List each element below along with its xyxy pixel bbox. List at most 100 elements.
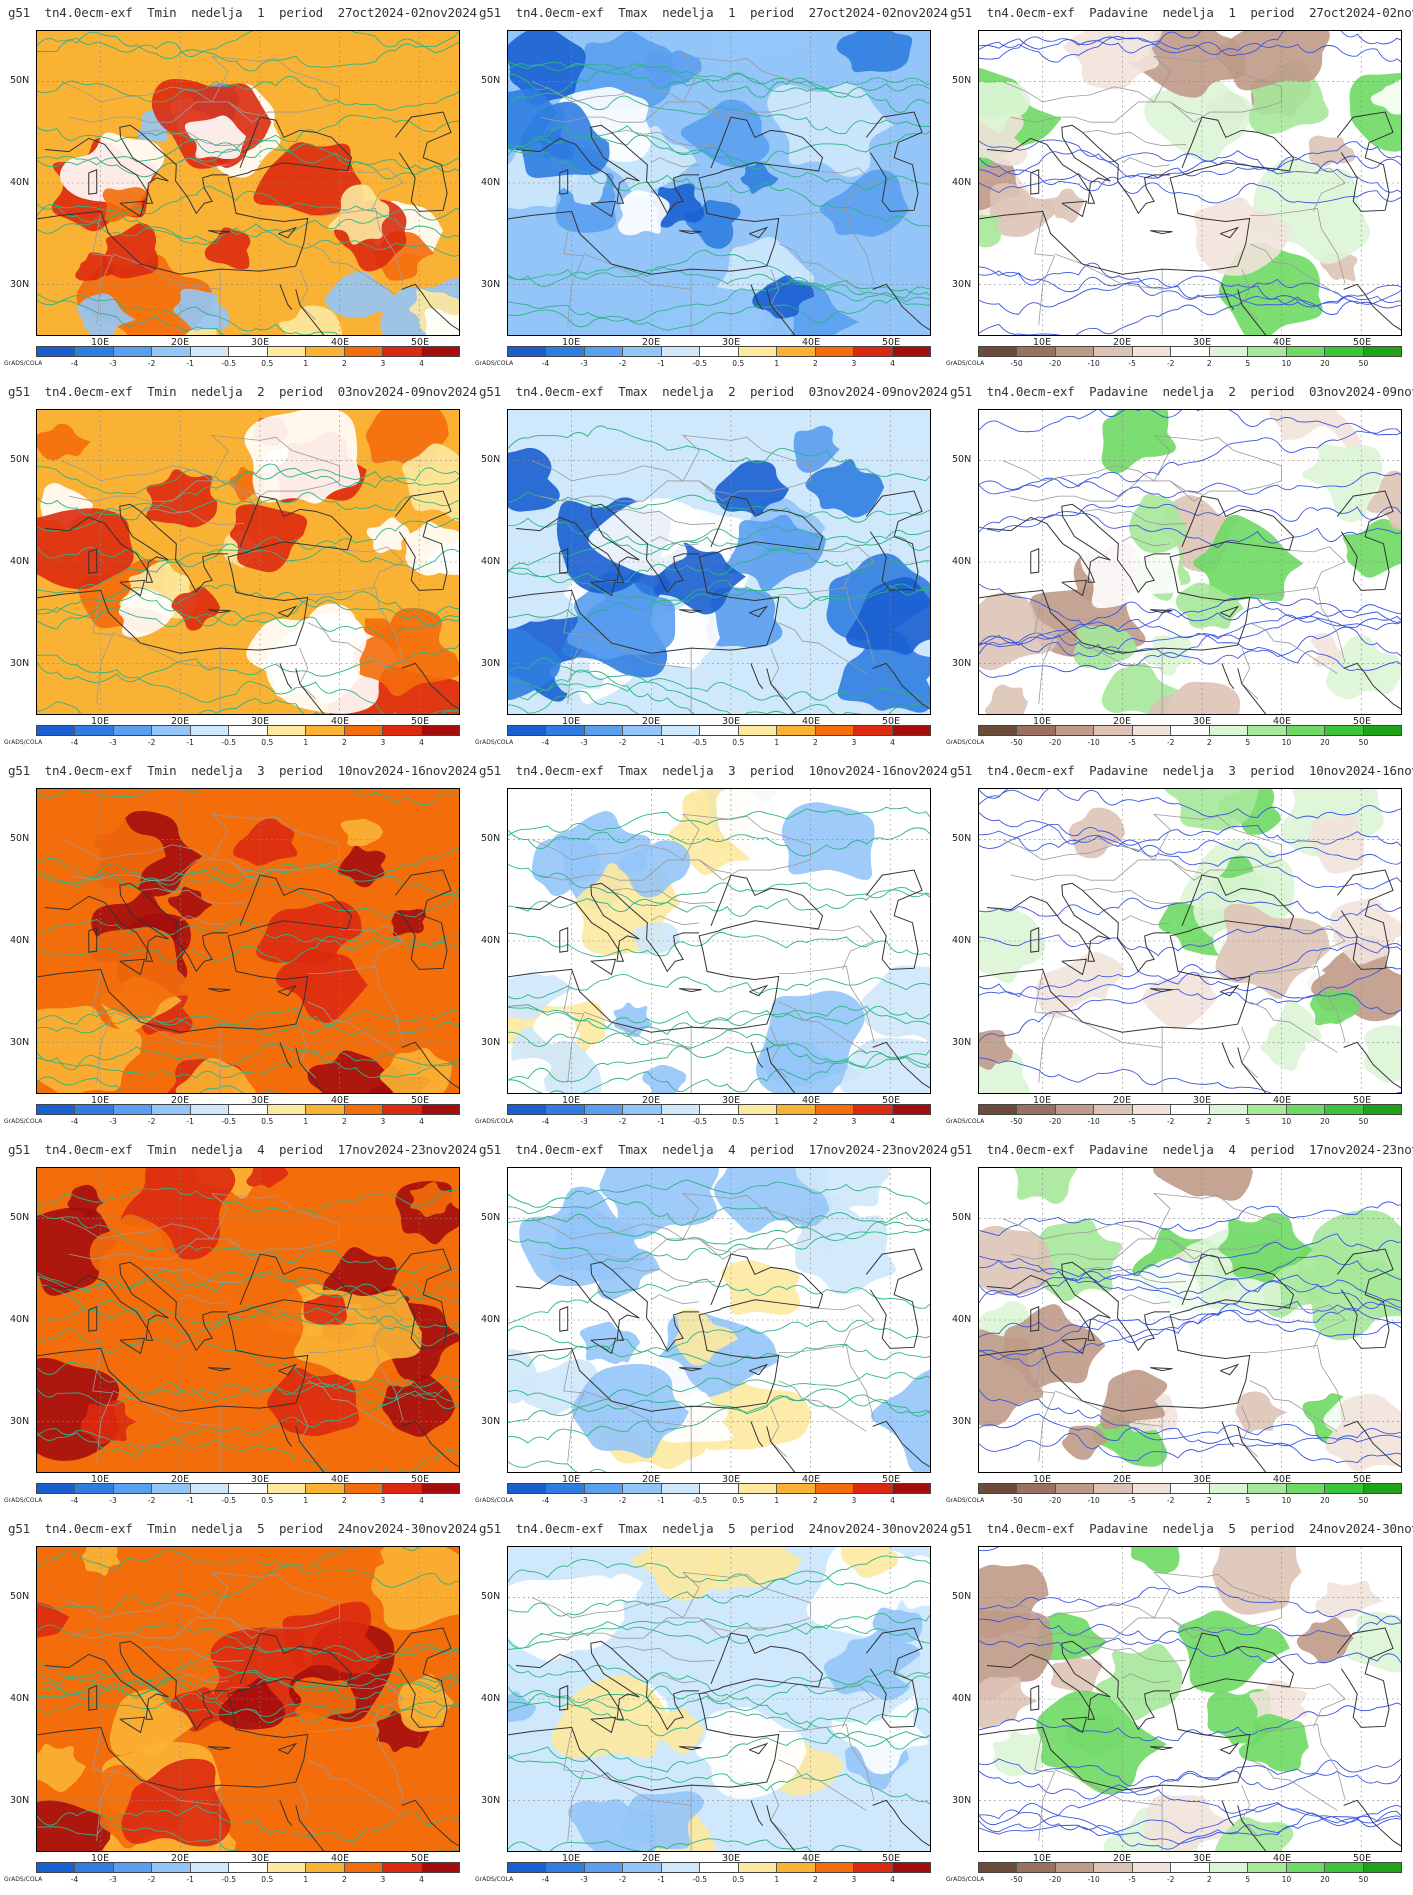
country-border bbox=[778, 1380, 867, 1432]
coastline bbox=[1220, 605, 1240, 618]
contour-line bbox=[508, 1031, 930, 1069]
longitude-label: 10E bbox=[562, 1474, 581, 1485]
colorbar-swatch bbox=[421, 726, 459, 735]
contour-line bbox=[508, 296, 930, 331]
contour-line bbox=[37, 654, 459, 714]
contour-line bbox=[979, 1758, 1401, 1790]
colorbar-tick-label: 3 bbox=[851, 1875, 857, 1884]
colorbar-tick-label: 50 bbox=[1358, 738, 1369, 747]
colorbar-swatch bbox=[421, 1863, 459, 1872]
coastline bbox=[1221, 1800, 1235, 1826]
colorbar-tick-label: 20 bbox=[1320, 359, 1330, 368]
coastline bbox=[979, 874, 1295, 1033]
contour-line bbox=[508, 1056, 930, 1093]
country-border bbox=[140, 1645, 245, 1662]
colorbar-swatch bbox=[815, 1105, 855, 1114]
colorbar-swatch bbox=[854, 1484, 893, 1493]
coastline bbox=[750, 1800, 764, 1826]
contour-line bbox=[37, 1681, 459, 1717]
contour-line bbox=[37, 1328, 459, 1399]
longitude-label: 30E bbox=[722, 1095, 741, 1106]
latitude-label: 30N bbox=[952, 1416, 972, 1427]
coastline bbox=[394, 490, 452, 591]
coastline bbox=[295, 289, 325, 335]
map-panel-tmax-week-5: g51 tn4.0ecm-exf Tmax nedelja 5 period 2… bbox=[471, 1516, 948, 1895]
colorbar-swatch bbox=[1171, 1863, 1210, 1872]
colorbar-swatch bbox=[1325, 726, 1364, 735]
precipitation-colorbar bbox=[978, 1104, 1402, 1115]
colorbar-tick-label: -20 bbox=[1048, 359, 1062, 368]
coastline bbox=[986, 1261, 1171, 1352]
coastline bbox=[1150, 1746, 1173, 1751]
map-plot-area bbox=[978, 30, 1402, 336]
colorbar-tick-label: 3 bbox=[851, 359, 857, 368]
contour-line bbox=[979, 428, 1401, 490]
colorbar-tick-label: 10 bbox=[1281, 738, 1292, 747]
coastline bbox=[1336, 1627, 1394, 1728]
longitude-label: 20E bbox=[1113, 1474, 1132, 1485]
coastline bbox=[401, 1799, 459, 1847]
colorbar-swatch bbox=[267, 1484, 307, 1493]
colorbar-tick-label: 50 bbox=[1358, 1875, 1369, 1884]
colorbar-swatch bbox=[1132, 1863, 1172, 1872]
colorbar-swatch bbox=[1171, 1484, 1210, 1493]
colorbar-tick-label: 3 bbox=[851, 1117, 857, 1126]
country-border bbox=[1249, 1001, 1338, 1053]
colorbar-swatch bbox=[344, 726, 384, 735]
country-border bbox=[339, 925, 404, 970]
coastline bbox=[749, 1742, 769, 1755]
colorbar-swatch bbox=[344, 1863, 384, 1872]
country-border bbox=[68, 1617, 261, 1639]
colorbar-tick-label: 50 bbox=[1358, 1117, 1369, 1126]
colorbar-tick-label: 5 bbox=[1245, 738, 1251, 747]
country-border bbox=[583, 253, 692, 290]
contour-line bbox=[37, 114, 459, 178]
anomaly-region bbox=[551, 1675, 670, 1759]
latitude-label: 40N bbox=[10, 556, 30, 567]
colorbar-swatch bbox=[777, 347, 816, 356]
coastline bbox=[508, 874, 824, 1033]
country-border bbox=[810, 1304, 875, 1349]
colorbar-swatch bbox=[700, 1484, 739, 1493]
latitude-label: 30N bbox=[10, 1795, 30, 1806]
colorbar-tick-label: -10 bbox=[1087, 1496, 1100, 1505]
coastline bbox=[1150, 1367, 1173, 1372]
colorbar-tick-label: -1 bbox=[186, 1875, 194, 1884]
coastline bbox=[401, 662, 459, 710]
anomaly-region bbox=[275, 949, 368, 1023]
colorbar-tick-label: -4 bbox=[70, 738, 79, 747]
colorbar-swatch bbox=[1286, 1484, 1326, 1493]
anomaly-region bbox=[68, 927, 196, 1020]
coastline bbox=[1237, 1805, 1267, 1851]
colorbar-tick-label: 10 bbox=[1281, 359, 1292, 368]
country-border bbox=[1034, 1729, 1056, 1841]
coastline bbox=[278, 226, 298, 239]
coastline bbox=[1221, 1042, 1235, 1068]
colorbar-tick-label: 4 bbox=[890, 359, 895, 368]
colorbar-swatch bbox=[892, 726, 930, 735]
country-border bbox=[112, 1769, 221, 1806]
anomaly-region bbox=[979, 592, 1059, 671]
colorbar-tick-label: -3 bbox=[109, 1117, 117, 1126]
anomaly-region bbox=[376, 1710, 430, 1753]
colorbar-swatch bbox=[75, 1484, 114, 1493]
colorbar-tick-label: -2 bbox=[147, 738, 156, 747]
anomaly-region bbox=[340, 818, 384, 847]
precipitation-colorbar bbox=[978, 1862, 1402, 1873]
country-border bbox=[1249, 586, 1346, 664]
country-border bbox=[307, 207, 404, 285]
contour-line bbox=[979, 1255, 1401, 1295]
anomaly-region bbox=[1144, 1794, 1235, 1851]
colorbar-swatch bbox=[152, 1484, 191, 1493]
country-border bbox=[180, 1673, 229, 1684]
longitude-label: 40E bbox=[802, 1474, 821, 1485]
map-field-svg bbox=[37, 789, 459, 1093]
colorbar-tick-label: -1 bbox=[657, 1875, 665, 1884]
colorbar-swatch bbox=[152, 1863, 191, 1872]
colorbar-tick-label: 0.5 bbox=[732, 359, 745, 368]
country-border bbox=[563, 1729, 585, 1841]
grads-credit: GrADS/COLA bbox=[4, 1876, 43, 1883]
anomaly-region bbox=[660, 1391, 734, 1443]
country-border bbox=[531, 81, 684, 103]
country-border bbox=[611, 508, 716, 525]
